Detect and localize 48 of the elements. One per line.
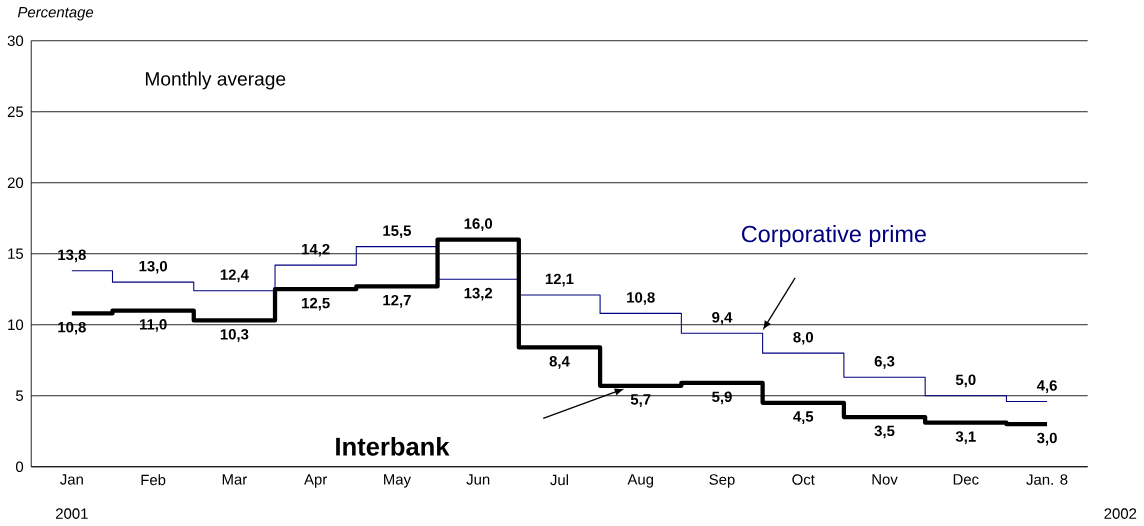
x-tick-label: Jul	[550, 474, 568, 486]
data-label: 13,2	[464, 287, 493, 301]
data-label: 8,0	[793, 331, 814, 345]
data-label: 4,5	[793, 411, 814, 424]
x-tick-label: Nov	[872, 474, 898, 485]
y-tick-label: 20	[7, 177, 24, 189]
data-label: 4,6	[1036, 380, 1057, 393]
data-label: 3,1	[955, 431, 976, 444]
x-tick-label: Sep	[709, 474, 735, 488]
data-label: 5,7	[630, 394, 651, 407]
data-label: 12,1	[545, 273, 574, 287]
x-tick-label: Dec	[953, 474, 979, 485]
text: Interbank	[336, 436, 450, 456]
x-tick-label: Feb	[141, 474, 166, 486]
data-label: 3,0	[1037, 432, 1057, 446]
annotation: Monthly average	[145, 71, 286, 90]
data-label: 10,3	[220, 329, 249, 342]
x-tick-label: Jan	[60, 474, 83, 485]
x-tick-label: Oct	[792, 474, 815, 485]
text: 2001	[56, 508, 88, 519]
data-label: 16,0	[464, 218, 493, 232]
text: Corporative prime	[742, 225, 926, 247]
y-tick-label: 5	[16, 390, 24, 401]
x-tick-label: Jun	[466, 474, 490, 485]
x-tick-label: Mar	[222, 474, 247, 485]
data-label: 12,5	[302, 297, 330, 311]
data-label: 5,0	[955, 374, 976, 388]
data-label: 6,3	[874, 356, 895, 369]
data-label: 8,4	[549, 356, 570, 369]
text: 2002	[1104, 508, 1137, 519]
y-tick-label: 30	[7, 35, 24, 47]
x-tick-label: May	[384, 474, 411, 488]
y-tick-label: 0	[15, 461, 24, 473]
data-label: 12,7	[383, 294, 411, 308]
data-label: 13,0	[139, 260, 168, 274]
data-label: 12,4	[220, 269, 249, 283]
x-tick-label: Apr	[304, 474, 327, 488]
y-tick-label: 10	[8, 319, 24, 331]
y-axis-title: Percentage	[17, 7, 94, 21]
x-tick-label: Jan. 8	[1026, 474, 1068, 485]
y-tick-label: 15	[8, 248, 24, 259]
data-label: 10,8	[627, 292, 655, 305]
data-label: 10,8	[58, 321, 86, 335]
data-label: 3,5	[874, 425, 895, 439]
y-tick-label: 25	[7, 106, 24, 118]
data-label: 9,4	[712, 312, 733, 325]
data-label: 15,5	[383, 225, 412, 239]
x-tick-label: Aug	[627, 474, 654, 488]
